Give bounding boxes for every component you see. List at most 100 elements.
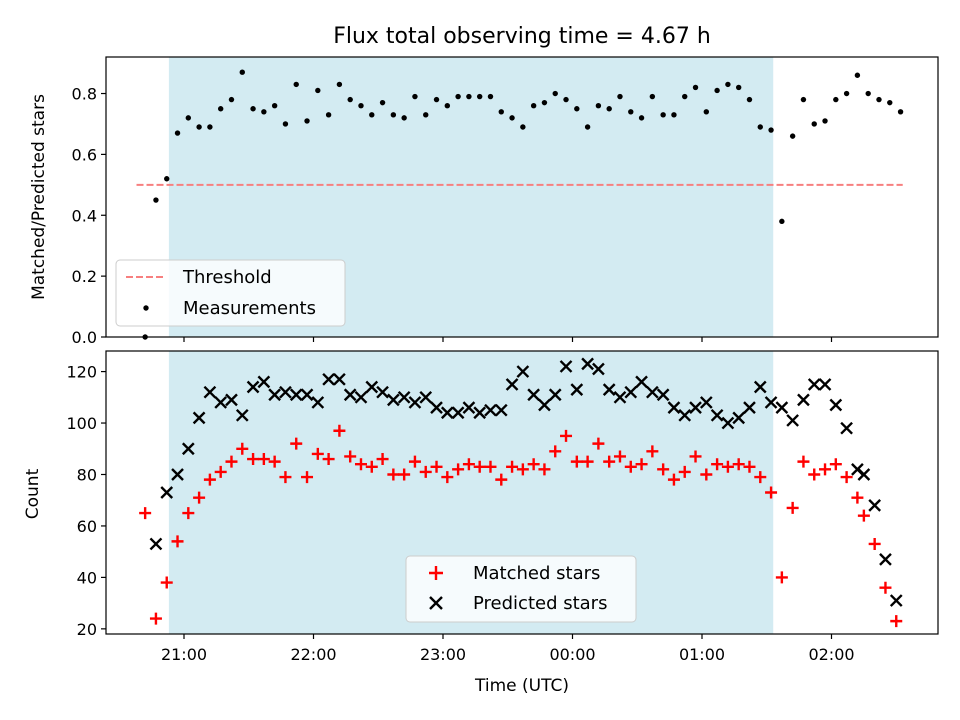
threshold-legend-label: Threshold [182,267,272,288]
predicted-star-point [879,553,892,566]
predicted-star-point [279,385,292,399]
measurement-point [433,96,440,103]
predicted-star-point [505,378,519,391]
predicted-star-point [311,396,325,409]
predicted-star-point [753,380,767,394]
matched-star-point [797,455,810,468]
matched-star-point [765,486,778,499]
matched-star-point [689,450,702,463]
matched-legend-marker [429,566,443,580]
matched-star-point [344,450,357,463]
predicted-star-point [868,499,882,512]
matched-star-point [527,458,540,471]
measurement-point [660,112,666,118]
measurement-point [358,102,364,109]
matched-star-point [257,453,270,466]
matched-star-point [721,460,734,473]
matched-star-point [570,455,583,468]
predicted-star-point [646,385,659,399]
predicted-star-point [699,396,713,409]
measurement-point [595,102,602,109]
measurement-point [293,81,299,88]
matched-star-point [868,537,881,550]
ratio-panel-frame [105,56,939,338]
count-panel: 20 40 60 80 100 120 21:00 22:00 23:00 00:00 01:00… [23,350,939,696]
measurement-point [509,115,515,121]
measurement-point [811,121,817,127]
x-tick-label: 00:00 [549,645,595,664]
measurement-point [217,106,224,112]
y-tick-label: 120 [66,363,97,382]
matched-star-point [203,473,216,486]
matched-star-point [743,460,756,473]
measurement-point [228,96,235,103]
x-axis-label: Time (UTC) [474,676,569,696]
matched-star-point [149,612,162,625]
matched-star-point [829,458,842,471]
measurement-point [174,130,181,136]
predicted-star-point [635,375,648,389]
predicted-star-point [807,378,821,391]
measurement-point [271,102,278,109]
predicted-star-point [484,403,497,417]
measurement-point [843,90,850,97]
matched-star-point [560,429,573,442]
matched-star-point [613,450,626,463]
predicted-star-point [857,468,871,481]
measurement-point [692,84,699,91]
predicted-legend-marker [429,596,443,610]
matched-legend-label: Matched stars [473,563,600,584]
predicted-star-point [581,357,594,371]
measurement-point [789,133,796,139]
measurement-point [746,96,753,103]
count-panel-frame [105,350,939,635]
matched-star-point [333,424,346,437]
measurement-point [552,90,558,97]
x-tick-label: 02:00 [808,645,854,664]
matched-star-point [279,471,292,484]
predicted-star-point [365,380,379,394]
predicted-star-point [343,388,357,402]
measurement-point [423,112,429,118]
matched-star-point [657,463,670,476]
matched-star-point [857,509,870,522]
predicted-star-point [840,421,853,435]
matched-star-point [473,460,486,473]
measurement-point [487,93,494,100]
matched-star-point [819,463,832,476]
y-tick-label: 80 [77,465,97,484]
y-tick-label: 60 [77,517,97,536]
measurement-point [563,96,569,103]
matched-star-point [182,507,195,520]
matched-star-point [700,468,713,481]
matched-star-point [387,468,400,481]
measurement-point [369,112,375,118]
predicted-star-point [538,398,551,412]
matched-star-point [214,465,227,478]
measurement-point [520,124,526,130]
measurement-point [822,118,828,124]
ratio-y-axis-label: Matched/Predicted stars [29,94,49,300]
matched-star-point [301,471,314,484]
predicted-star-point [462,401,476,414]
matched-star-point [879,581,892,594]
predicted-star-point [160,486,174,499]
matched-star-point [225,455,238,468]
predicted-star-point [678,408,692,422]
matched-star-point [732,458,745,471]
predicted-star-point [797,393,810,407]
measurements-legend-label: Measurements [183,298,316,319]
matched-star-point [581,455,594,468]
predicted-star-point [397,390,411,404]
predicted-star-point [473,406,487,420]
count-y-axis-label: Count [23,468,43,519]
matched-star-point [354,458,367,471]
measurement-point [466,93,472,100]
predicted-star-point [570,383,584,396]
predicted-star-point [387,393,400,407]
matched-star-point [268,455,281,468]
predicted-star-point [592,362,605,376]
predicted-star-point [235,408,249,422]
measurement-point [671,112,677,118]
